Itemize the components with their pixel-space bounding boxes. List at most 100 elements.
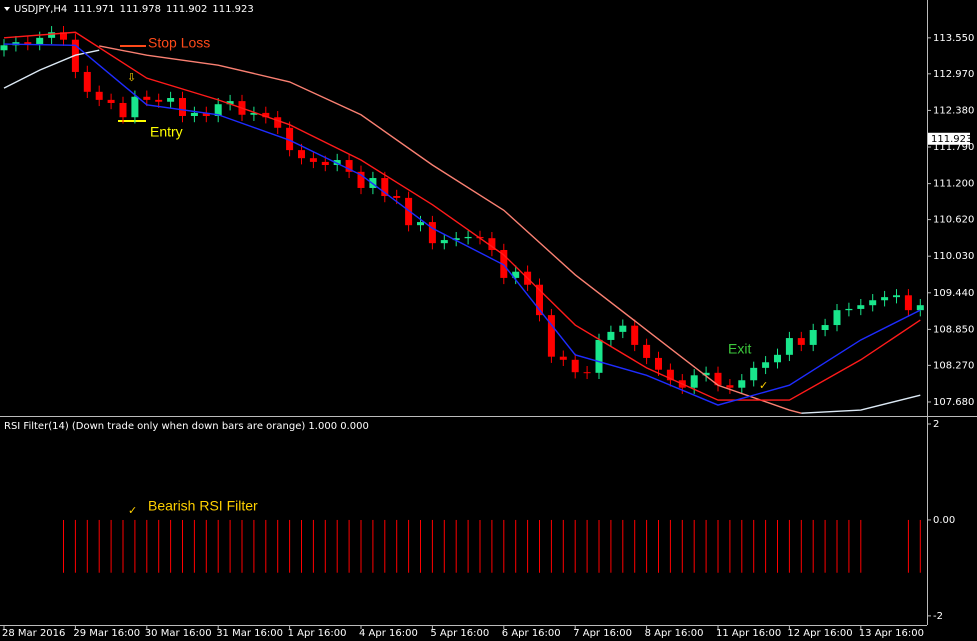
candle-body: [904, 295, 912, 311]
candle-body: [583, 372, 591, 374]
candle-body: [214, 104, 222, 117]
y-tick-label: 110.030: [933, 251, 974, 262]
candle-body: [536, 284, 543, 316]
candle-body: [95, 91, 103, 100]
candle-body: [190, 112, 198, 117]
x-tick-label: 6 Apr 16:00: [502, 628, 561, 639]
candle-body: [381, 178, 389, 197]
candle-body: [333, 160, 341, 166]
annotation: Exit: [728, 341, 751, 357]
candle-body: [821, 325, 829, 331]
candle-body: [547, 315, 555, 357]
candle-body: [202, 112, 210, 117]
candle-body: [167, 98, 175, 102]
candle-body: [464, 236, 472, 239]
moving-average: [3, 31, 921, 401]
candle-body: [83, 71, 91, 92]
y-tick-label: 107.680: [933, 397, 974, 408]
y-tick-label: 112.380: [933, 105, 974, 116]
candle-body: [738, 380, 746, 388]
candle-body: [357, 171, 365, 188]
y-tick-label: 109.440: [933, 288, 974, 299]
candle-body: [607, 331, 615, 340]
ohlc-value: 111.923: [212, 4, 253, 15]
candle-body: [631, 325, 639, 345]
indicator-title: RSI Filter(14) (Down trade only when dow…: [4, 421, 369, 432]
candle-body: [60, 32, 67, 40]
y-tick-label: 108.270: [933, 360, 974, 371]
candle-body: [809, 330, 817, 345]
candle-body: [179, 98, 186, 117]
ohlc-value: 111.902: [166, 4, 207, 15]
candle-body: [488, 238, 496, 250]
candle-body: [785, 338, 793, 355]
y-tick-label: 112.970: [933, 69, 974, 80]
candle-body: [655, 357, 662, 370]
candle-body: [309, 158, 317, 162]
annotation: ✓: [759, 380, 768, 392]
annotation: Entry: [150, 124, 183, 140]
x-tick-label: 13 Apr 16:00: [859, 628, 924, 639]
candle-body: [893, 295, 900, 298]
y-tick-label: -2: [933, 611, 943, 622]
candle-body: [405, 197, 413, 226]
moving-average: [3, 49, 100, 89]
candle-body: [500, 249, 508, 278]
candle-body: [428, 222, 436, 244]
candle-body: [750, 367, 758, 381]
candle-body: [393, 196, 401, 198]
candle-body: [119, 102, 127, 118]
x-tick-label: 30 Mar 16:00: [145, 628, 212, 639]
candle-body: [440, 240, 448, 244]
candle-body: [726, 385, 734, 388]
candle-body: [131, 96, 139, 118]
candle-body: [286, 127, 294, 151]
y-tick-label: 111.790: [933, 142, 974, 153]
candle-body: [714, 372, 722, 386]
y-tick-label: 113.550: [933, 33, 974, 44]
candle-body: [262, 112, 270, 118]
candle-body: [762, 362, 770, 368]
candle-body: [881, 297, 889, 301]
candle-body: [774, 354, 781, 363]
candle-body: [845, 308, 853, 311]
y-tick-label: 111.200: [933, 179, 974, 190]
candle-body: [869, 300, 877, 306]
last-price-label: 111.923: [931, 134, 972, 145]
candle-body: [0, 45, 8, 51]
moving-average: [801, 394, 921, 414]
candle-body: [417, 222, 424, 226]
candle-body: [559, 356, 567, 360]
candle-body: [155, 99, 163, 102]
candle-body: [619, 325, 627, 332]
candle-body: [24, 42, 32, 45]
ohlc-value: 111.971: [73, 4, 114, 15]
candle-body: [702, 372, 710, 376]
candle-body: [143, 96, 151, 100]
candle-body: [452, 238, 460, 241]
x-tick-label: 8 Apr 16:00: [645, 628, 704, 639]
annotation: Stop Loss: [148, 35, 210, 51]
annotation: ⇩: [127, 72, 136, 84]
candle-body: [571, 359, 579, 373]
x-tick-label: 29 Mar 16:00: [73, 628, 140, 639]
y-tick-label: 0.00: [933, 515, 955, 526]
x-tick-label: 12 Apr 16:00: [787, 628, 852, 639]
candle-body: [36, 37, 44, 45]
menu-triangle: [4, 7, 10, 11]
candle-body: [666, 369, 674, 381]
chart-title: USDJPY,H4: [14, 4, 67, 15]
candle-body: [226, 101, 234, 105]
moving-average: [99, 45, 802, 414]
y-tick-label: 110.620: [933, 215, 974, 226]
last-price-box: [928, 132, 970, 145]
x-tick-label: 28 Mar 2016: [2, 628, 65, 639]
candle-body: [321, 161, 329, 166]
x-tick-label: 4 Apr 16:00: [359, 628, 418, 639]
moving-average: [3, 43, 921, 406]
candle-body: [298, 150, 305, 159]
y-tick-label: 108.850: [933, 324, 974, 335]
annotation: Bearish RSI Filter: [148, 498, 258, 514]
